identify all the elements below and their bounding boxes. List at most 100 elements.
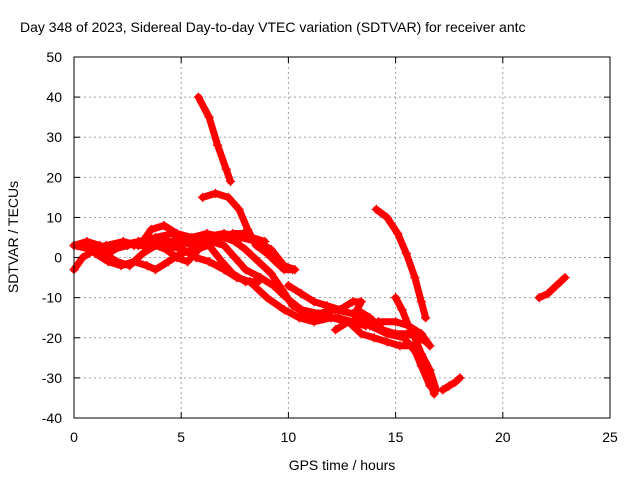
data-point (193, 92, 204, 102)
data-point (397, 304, 407, 315)
data-point (148, 240, 159, 251)
data-point (287, 264, 298, 275)
data-point (234, 204, 244, 215)
data-point (382, 212, 392, 223)
data-point (425, 365, 435, 375)
series-track-12 (438, 373, 465, 395)
data-point (438, 385, 448, 395)
data-point (309, 296, 319, 307)
data-point (365, 312, 375, 323)
data-point (116, 260, 126, 271)
data-point (360, 320, 371, 331)
series-track-10 (330, 316, 435, 391)
y-tick-label: 50 (46, 49, 62, 65)
data-point (266, 268, 276, 279)
data-point (238, 228, 249, 239)
data-point (268, 280, 279, 291)
data-point (425, 341, 435, 351)
data-point (281, 292, 292, 303)
y-tick-label: -20 (42, 330, 62, 346)
data-point (101, 240, 111, 251)
data-point (221, 164, 231, 175)
data-point (176, 236, 186, 247)
series-trace (535, 274, 569, 302)
x-tick-label: 10 (281, 429, 297, 445)
data-point (146, 224, 156, 235)
data-point (450, 377, 461, 387)
data-point (455, 373, 465, 383)
data-point (347, 308, 358, 319)
data-point (225, 176, 236, 187)
data-point (296, 288, 307, 299)
data-point (551, 280, 562, 291)
data-point (230, 252, 240, 263)
data-point (352, 304, 362, 315)
series-track-07 (193, 92, 236, 187)
data-point (202, 232, 212, 243)
y-tick-label: 20 (46, 169, 62, 185)
data-point (118, 236, 129, 247)
series-track-13 (534, 272, 570, 303)
data-point (403, 320, 414, 331)
data-point (390, 292, 401, 303)
data-point (161, 236, 171, 247)
data-point (240, 264, 251, 275)
data-point (266, 244, 276, 255)
data-point (223, 192, 234, 203)
y-tick-label: 0 (54, 250, 62, 266)
plot-frame (73, 56, 611, 419)
data-point (210, 188, 221, 199)
grid (74, 57, 610, 418)
data-point (296, 304, 307, 315)
data-point (347, 296, 358, 307)
data-point (326, 312, 337, 323)
data-point (534, 292, 544, 303)
data-series (69, 92, 570, 399)
data-point (137, 248, 148, 259)
data-point (133, 240, 144, 251)
data-point (204, 240, 214, 251)
data-point (313, 308, 324, 319)
series-track-09 (283, 280, 431, 347)
data-point (163, 256, 174, 267)
data-point (262, 248, 272, 259)
data-point (227, 228, 238, 239)
y-tick-label: -30 (42, 370, 62, 386)
y-tick-label: 40 (46, 89, 62, 105)
data-point (262, 292, 272, 303)
data-point (247, 232, 257, 243)
data-point (444, 381, 454, 391)
data-point (260, 236, 270, 247)
data-point (178, 244, 189, 255)
data-point (330, 325, 341, 335)
data-point (204, 256, 214, 267)
x-axis-label: GPS time / hours (289, 457, 396, 473)
data-point (382, 337, 392, 347)
x-tick-label: 20 (495, 429, 511, 445)
x-tick-label: 25 (602, 429, 618, 445)
y-tick-label: 30 (46, 129, 62, 145)
data-point (212, 140, 223, 150)
series-track-14 (69, 228, 270, 255)
data-point (420, 312, 431, 323)
data-point (560, 272, 570, 283)
data-point (182, 256, 193, 267)
x-tick-label: 5 (177, 429, 185, 445)
data-point (322, 300, 332, 311)
data-point (309, 316, 319, 327)
data-point (283, 280, 294, 291)
data-point (356, 329, 367, 339)
data-point (294, 312, 304, 323)
data-point (240, 244, 251, 255)
data-point (270, 256, 281, 267)
data-point (416, 296, 427, 307)
data-point (172, 228, 182, 239)
y-tick-label: 10 (46, 209, 62, 225)
data-point (219, 264, 229, 275)
data-point (187, 232, 197, 243)
chart-title: Day 348 of 2023, Sidereal Day-to-day VTE… (20, 19, 526, 35)
data-point (543, 288, 553, 299)
data-point (395, 341, 405, 351)
x-tick-label: 15 (388, 429, 404, 445)
